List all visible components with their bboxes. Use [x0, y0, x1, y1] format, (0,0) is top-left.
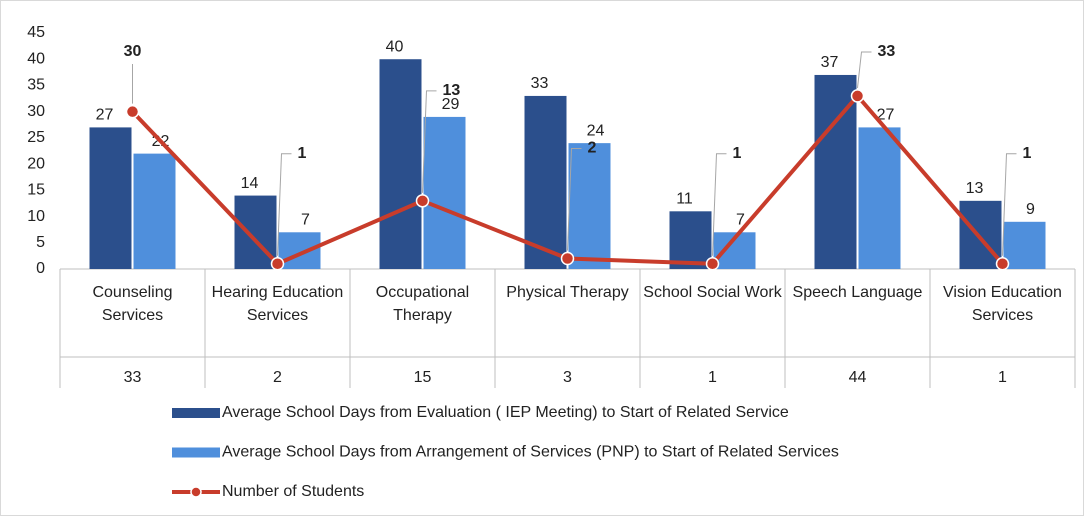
bar-value-label: 29 [442, 96, 460, 113]
bar-value-label: 24 [587, 122, 605, 139]
x-tick-label: Vision Education Services [943, 284, 1062, 324]
table-cell: 15 [414, 369, 432, 386]
line-value-label: 33 [878, 43, 896, 60]
legend-label: Average School Days from Arrangement of … [222, 444, 839, 461]
bar [669, 211, 712, 269]
y-tick-label: 0 [36, 260, 45, 277]
line-value-label: 2 [588, 140, 597, 157]
bar-value-label: 14 [241, 175, 259, 192]
bar [568, 143, 611, 269]
bar-value-label: 7 [736, 212, 745, 229]
bar-value-label: 13 [966, 180, 984, 197]
bar [278, 232, 321, 269]
bar [1003, 221, 1046, 269]
y-tick-label: 20 [27, 155, 45, 172]
leader-line [1002, 153, 1017, 256]
table-cell: 2 [273, 369, 282, 386]
y-tick-label: 15 [27, 182, 45, 199]
bar-value-label: 33 [531, 75, 549, 92]
table-cell: 1 [998, 369, 1007, 386]
x-tick-label: Physical Therapy [506, 284, 628, 301]
line-marker [705, 257, 720, 271]
bar [524, 95, 567, 269]
x-tick-label: Counseling Services [92, 284, 172, 324]
line-marker [270, 257, 285, 271]
line-value-label: 1 [1023, 145, 1032, 162]
bar-value-label: 9 [1026, 201, 1035, 218]
bar-value-label: 11 [676, 191, 693, 208]
bar-value-label: 40 [386, 38, 404, 55]
y-tick-label: 40 [27, 50, 45, 67]
bar [379, 59, 422, 269]
line-value-label: 13 [443, 82, 461, 99]
table-cell: 33 [124, 369, 142, 386]
legend-marker [190, 486, 202, 498]
x-tick-label: Hearing Education Services [212, 284, 344, 324]
bar [133, 153, 176, 269]
leader-line [567, 148, 582, 251]
leader-line [277, 153, 292, 256]
line-value-label: 1 [298, 145, 307, 162]
line-marker [560, 251, 575, 266]
bar-value-label: 7 [301, 212, 310, 229]
bar [423, 116, 466, 270]
y-tick-label: 5 [36, 234, 45, 251]
bar [89, 127, 132, 270]
bar [858, 127, 901, 270]
line-marker [125, 104, 140, 119]
y-tick-label: 35 [27, 77, 45, 94]
line-marker [995, 257, 1010, 271]
leader-line [857, 51, 872, 88]
bar-value-label: 37 [821, 54, 839, 71]
y-tick-label: 30 [27, 103, 45, 120]
leader-line [422, 90, 437, 193]
table-cell: 3 [563, 369, 572, 386]
x-tick-label: School Social Work [643, 284, 782, 301]
legend-swatch [172, 408, 220, 418]
legend-label: Number of Students [222, 483, 364, 500]
bar-value-label: 27 [877, 107, 895, 124]
x-tick-label: Occupational Therapy [376, 284, 469, 324]
legend-swatch [172, 447, 220, 458]
bar [959, 200, 1002, 269]
line-value-label: 1 [733, 145, 742, 162]
leader-line [712, 153, 727, 256]
table-cell: 44 [849, 369, 867, 386]
legend-label: Average School Days from Evaluation ( IE… [222, 404, 789, 421]
y-tick-label: 10 [27, 208, 45, 225]
bar-value-label: 27 [96, 107, 114, 124]
line-marker [850, 89, 865, 103]
y-tick-label: 45 [27, 24, 45, 41]
line-marker [415, 194, 430, 208]
line-value-label: 30 [124, 43, 142, 60]
table-cell: 1 [708, 369, 717, 386]
x-tick-label: Speech Language [793, 284, 923, 301]
y-tick-label: 25 [27, 129, 45, 146]
